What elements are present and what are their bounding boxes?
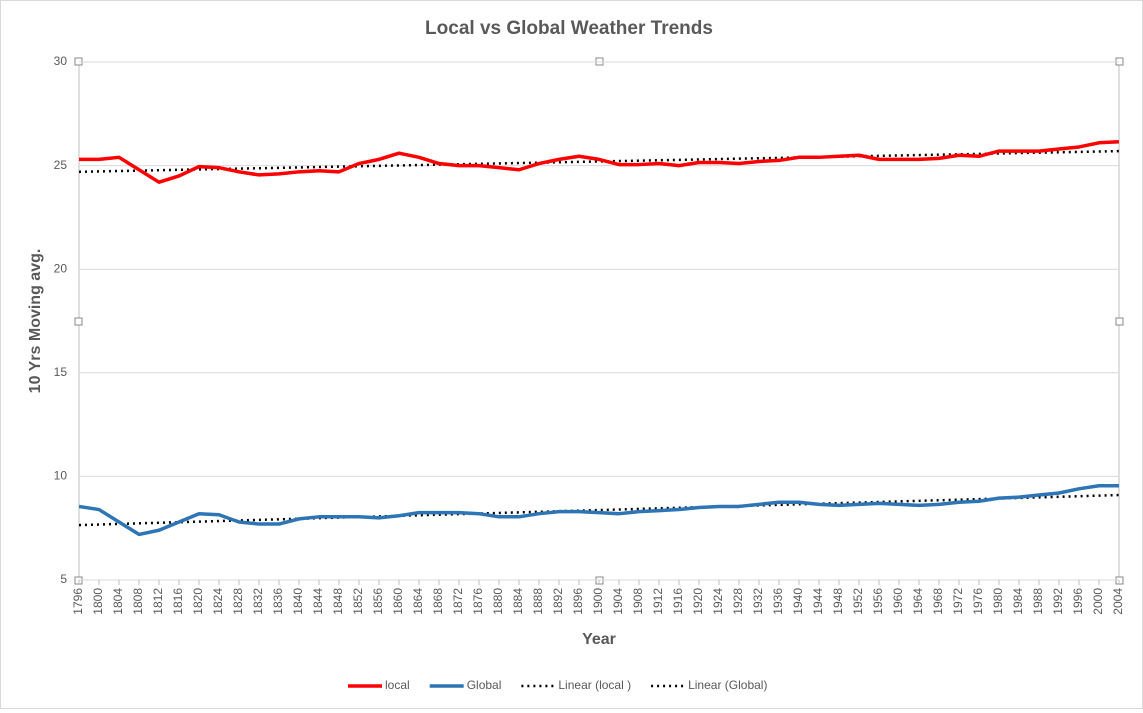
x-tick-label: 1852: [351, 588, 365, 615]
x-tick-label: 1868: [431, 588, 445, 615]
x-tick-label: 1904: [611, 588, 625, 615]
x-tick-label: 1956: [871, 588, 885, 615]
x-tick-label: 1808: [131, 588, 145, 615]
x-tick-label: 1836: [271, 588, 285, 615]
x-tick-label: 1960: [891, 588, 905, 615]
x-tick-label: 1908: [631, 588, 645, 615]
x-tick-label: 1864: [411, 588, 425, 615]
x-tick-label: 1920: [691, 588, 705, 615]
x-tick-label: 1820: [191, 588, 205, 615]
x-tick-label: 1884: [511, 588, 525, 615]
x-tick-label: 1816: [171, 588, 185, 615]
legend-label: local: [385, 678, 410, 692]
x-tick-label: 1932: [751, 588, 765, 615]
x-tick-label: 1916: [671, 588, 685, 615]
series-line: [79, 140, 1120, 184]
y-tick-label: 5: [60, 572, 67, 586]
x-tick-label: 1828: [231, 588, 245, 615]
x-tick-label: 1964: [911, 588, 925, 615]
x-tick-label: 1972: [951, 588, 965, 615]
x-tick-label: 1892: [551, 588, 565, 615]
y-tick-label: 20: [54, 261, 68, 275]
x-tick-label: 1796: [71, 588, 85, 615]
x-tick-label: 1996: [1071, 588, 1085, 615]
y-tick-label: 30: [54, 54, 68, 68]
x-tick-label: 1968: [931, 588, 945, 615]
x-tick-label: 2004: [1111, 588, 1125, 615]
chart-title: Local vs Global Weather Trends: [425, 18, 713, 39]
series-line: [78, 483, 1119, 537]
x-tick-label: 1804: [111, 588, 125, 615]
x-tick-label: 1948: [831, 588, 845, 615]
x-tick-label: 1848: [331, 588, 345, 615]
x-tick-label: 1872: [451, 588, 465, 615]
x-tick-label: 2000: [1091, 588, 1105, 615]
x-tick-label: 1980: [991, 588, 1005, 615]
x-tick-label: 1840: [291, 588, 305, 615]
x-axis-title: Year: [582, 631, 616, 648]
x-tick-label: 1912: [651, 588, 665, 615]
x-tick-label: 1824: [211, 588, 225, 615]
x-tick-label: 1896: [571, 588, 585, 615]
legend-label: Linear (local ): [558, 678, 631, 692]
x-tick-label: 1992: [1051, 588, 1065, 615]
y-tick-label: 15: [54, 365, 68, 379]
y-axis-title: 10 Yrs Moving avg.: [27, 249, 44, 394]
x-tick-label: 1844: [311, 588, 325, 615]
x-tick-label: 1936: [771, 588, 785, 615]
y-tick-label: 25: [54, 158, 68, 172]
x-tick-label: 1812: [151, 588, 165, 615]
x-tick-label: 1952: [851, 588, 865, 615]
x-tick-label: 1880: [491, 588, 505, 615]
x-tick-label: 1856: [371, 588, 385, 615]
x-tick-label: 1944: [811, 588, 825, 615]
x-tick-label: 1876: [471, 588, 485, 615]
x-tick-label: 1832: [251, 588, 265, 615]
x-tick-label: 1924: [711, 588, 725, 615]
y-tick-label: 10: [54, 469, 68, 483]
x-tick-label: 1928: [731, 588, 745, 615]
x-tick-label: 1984: [1011, 588, 1025, 615]
x-tick-label: 1800: [91, 588, 105, 615]
legend-label: Linear (Global): [688, 678, 767, 692]
x-tick-label: 1976: [971, 588, 985, 615]
x-tick-label: 1988: [1031, 588, 1045, 615]
x-tick-label: 1860: [391, 588, 405, 615]
x-tick-label: 1900: [591, 588, 605, 615]
legend-label: Global: [467, 678, 502, 692]
x-tick-label: 1940: [791, 588, 805, 615]
x-tick-label: 1888: [531, 588, 545, 615]
